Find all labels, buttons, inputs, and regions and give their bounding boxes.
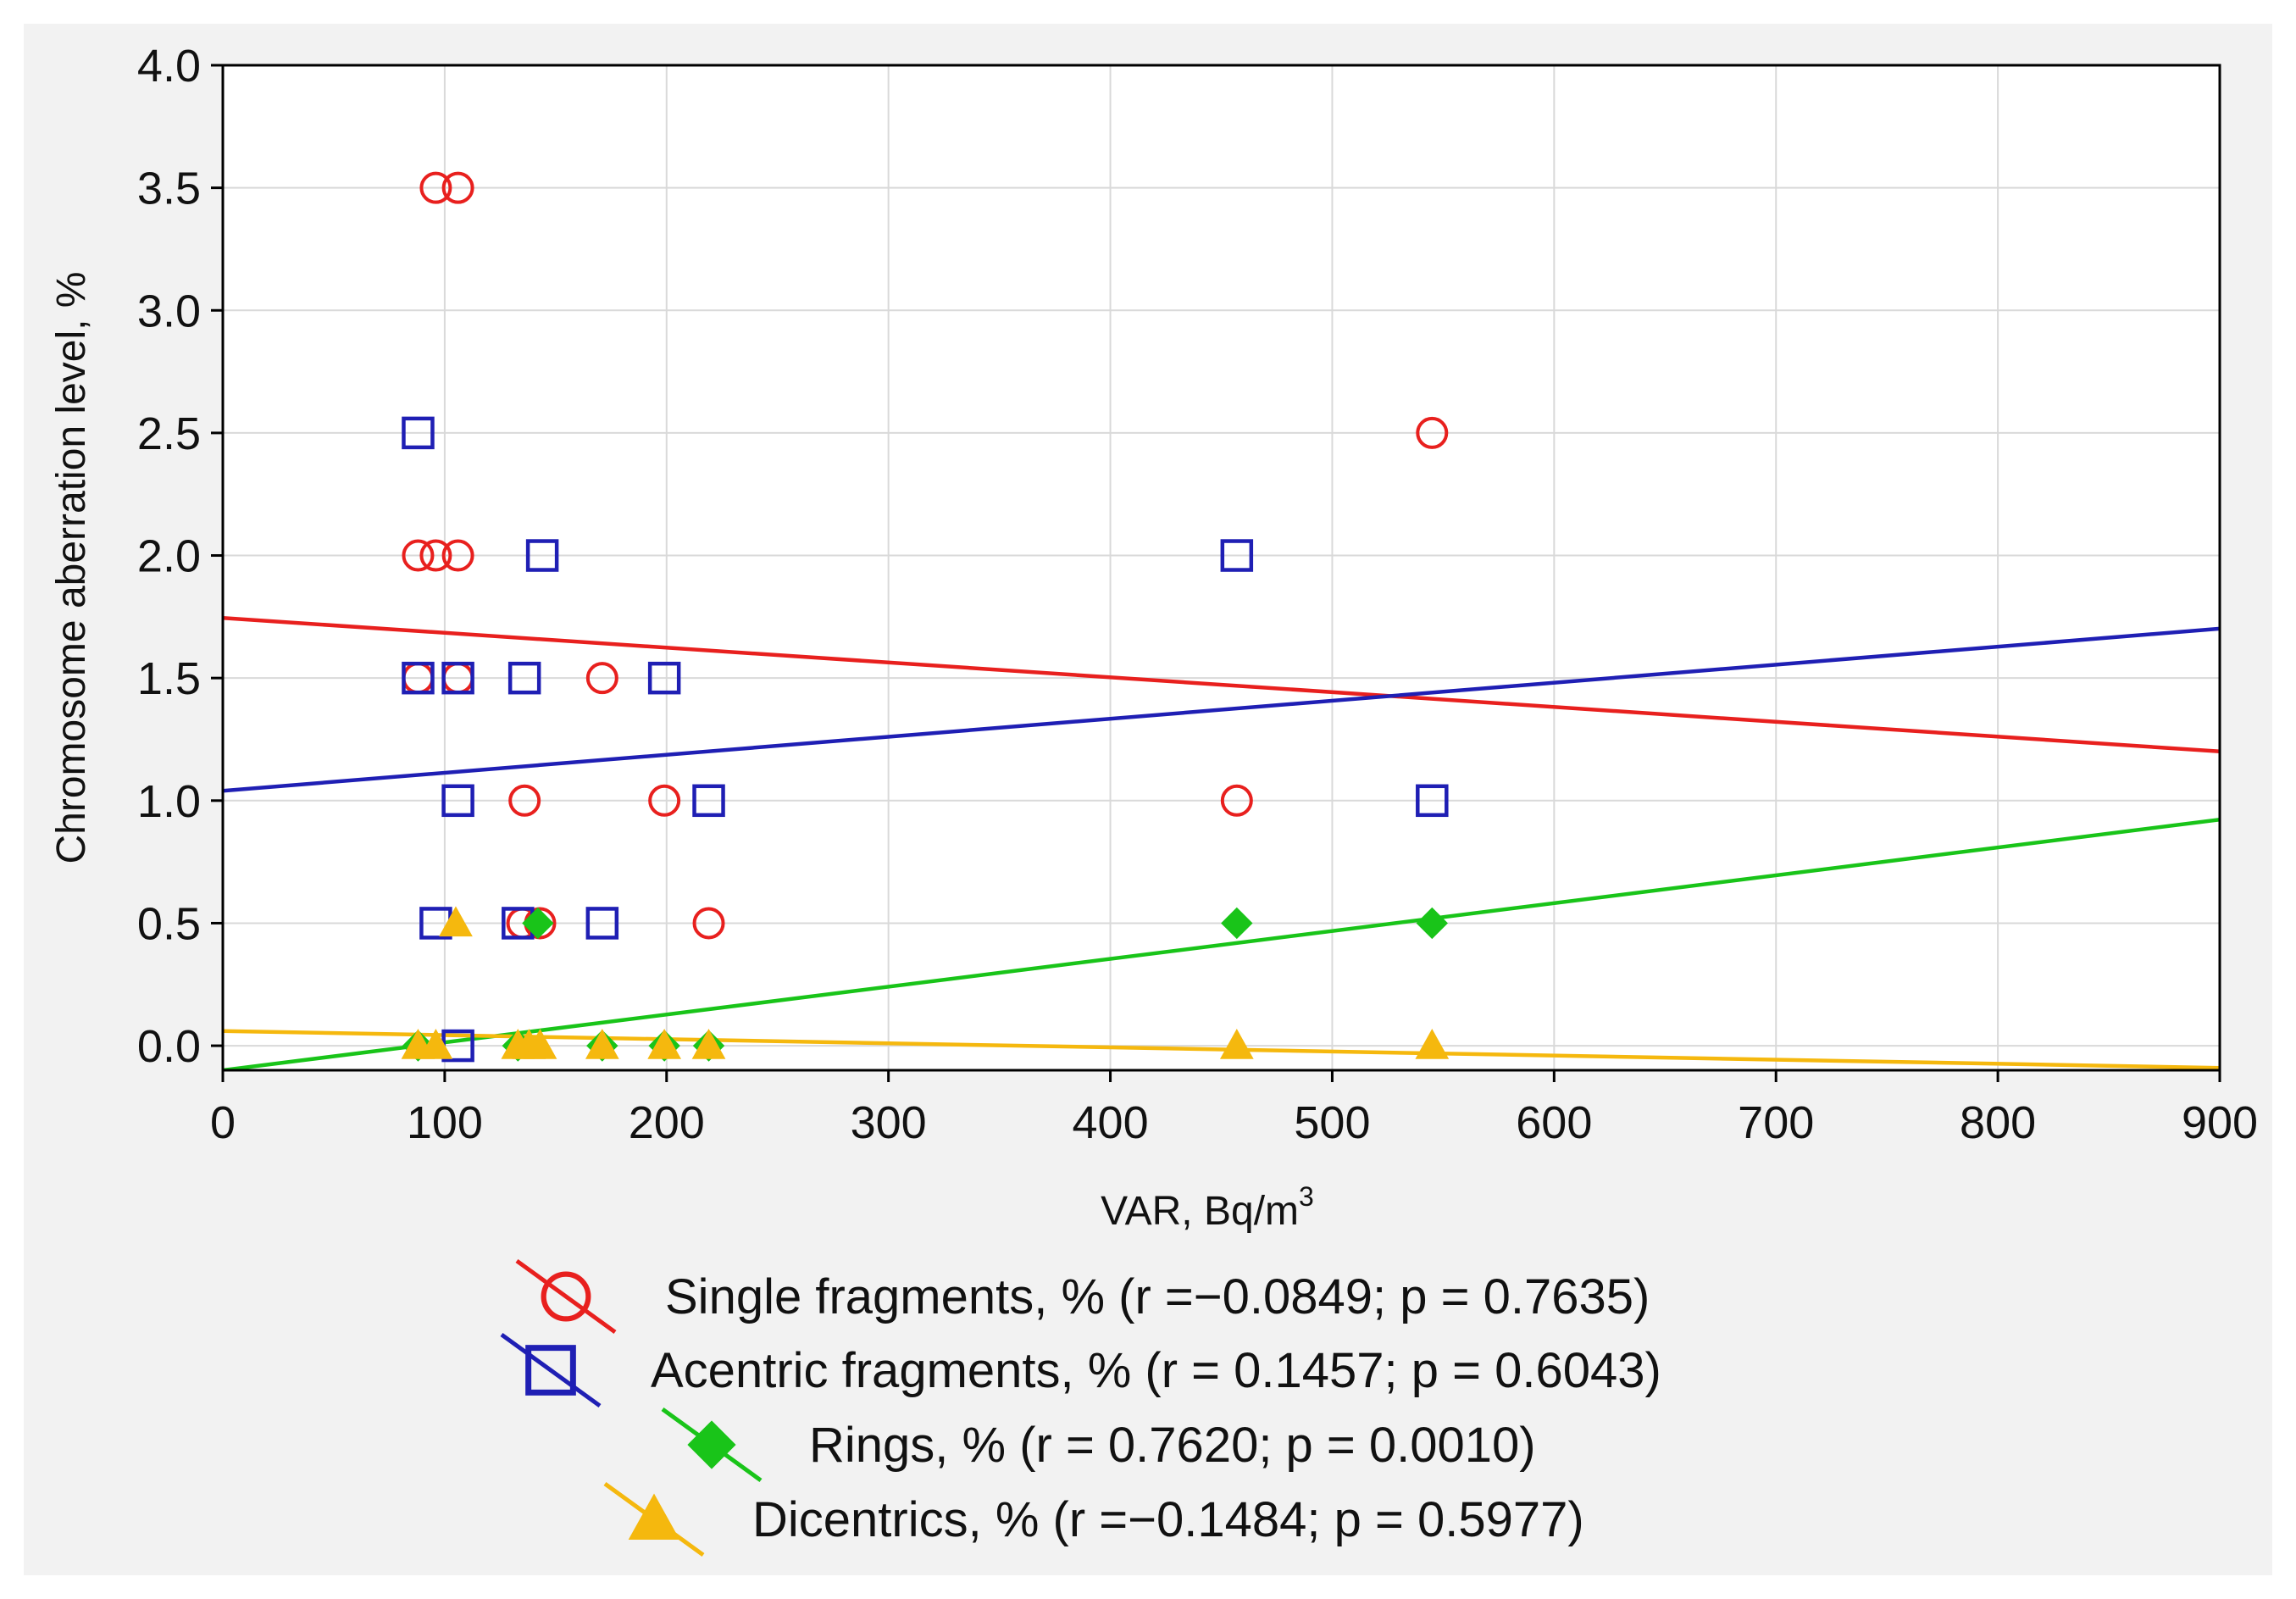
legend-item-acentric-fragments: Acentric fragments, % (r = 0.1457; p = 0… (500, 1332, 1661, 1408)
dicentrics-point (691, 1029, 726, 1059)
legend-marker-rings (687, 1420, 736, 1469)
single-fragments-point (1220, 784, 1253, 817)
rings-point (1221, 907, 1253, 940)
acentric-fragments-point (507, 661, 541, 695)
legend-label-dicentrics: Dicentrics, % (r =−0.1484; p = 0.5977) (752, 1492, 1584, 1547)
legend-item-single-fragments: Single fragments, % (r =−0.0849; p = 0.7… (515, 1258, 1650, 1335)
y-tick-label: 3.5 (137, 164, 201, 214)
rings-point (1416, 907, 1449, 940)
y-tick-label: 2.5 (137, 408, 201, 459)
dicentrics-point (523, 1029, 557, 1059)
dicentrics-point (585, 1029, 619, 1059)
y-tick-label: 2.0 (137, 531, 201, 582)
dicentrics-point (1415, 1029, 1450, 1059)
x-axis-label: VAR, Bq/m3 (1101, 1181, 1314, 1234)
plot-frame (221, 64, 2221, 1072)
legend-marker-single-fragments (541, 1271, 591, 1322)
legend-label-single-fragments: Single fragments, % (r =−0.0849; p = 0.7… (665, 1269, 1650, 1324)
single-fragments-point (441, 171, 474, 204)
single-fragments-point (648, 784, 681, 817)
acentric-fragments-point (402, 416, 435, 450)
rings-point (522, 907, 554, 940)
x-tick-label: 600 (1516, 1097, 1592, 1148)
acentric-fragments-point (402, 661, 435, 695)
legend-label-rings: Rings, % (r = 0.7620; p = 0.0010) (809, 1418, 1536, 1473)
x-tick-label: 800 (1960, 1097, 2036, 1148)
legend: Single fragments, % (r =−0.0849; p = 0.7… (500, 1258, 1661, 1557)
acentric-fragments-point (525, 539, 559, 572)
y-axis-label: Chromosome aberration level, % (49, 272, 94, 864)
x-tick-label: 700 (1738, 1097, 1814, 1148)
legend-label-acentric-fragments: Acentric fragments, % (r = 0.1457; p = 0… (651, 1343, 1661, 1398)
x-axis-label-superscript: 3 (1299, 1181, 1314, 1212)
single-fragments-point (419, 539, 452, 572)
dicentrics-point (647, 1029, 682, 1059)
single-fragments-point (585, 662, 618, 695)
dicentrics-point (419, 1029, 453, 1059)
dicentrics-point (1219, 1029, 1254, 1059)
acentric-fragments-point (585, 907, 619, 940)
x-tick-label: 900 (2182, 1097, 2258, 1148)
single-fragments-point (692, 907, 725, 940)
y-tick-label: 0.5 (137, 898, 201, 949)
y-tick-label: 0.0 (137, 1021, 201, 1072)
x-axis-ticks: 0 100 200 300 400 500 600 700 800 900 (210, 1070, 2258, 1148)
acentric-fragments-point (1416, 784, 1449, 818)
y-tick-label: 1.0 (137, 776, 201, 827)
y-tick-label: 4.0 (137, 41, 201, 92)
data-points (401, 171, 1450, 1063)
fit-lines (223, 616, 2220, 1070)
x-tick-label: 500 (1294, 1097, 1370, 1148)
y-axis-ticks: 0.0 0.5 1.0 1.5 2.0 2.5 3.0 3.5 4.0 (137, 41, 223, 1072)
single-fragments-point (402, 539, 435, 572)
legend-item-dicentrics: Dicentrics, % (r =−0.1484; p = 0.5977) (603, 1481, 1584, 1557)
x-tick-label: 400 (1073, 1097, 1149, 1148)
y-tick-label: 1.5 (137, 653, 201, 704)
x-tick-label: 100 (407, 1097, 483, 1148)
acentric-fragments-point (692, 784, 725, 818)
rings-fit-line (223, 818, 2220, 1070)
x-tick-label: 200 (629, 1097, 705, 1148)
single-fragments-fit-line (223, 616, 2220, 754)
acentric-fragments-point (441, 784, 474, 818)
legend-marker-acentric-fragments (525, 1345, 576, 1396)
y-tick-label: 3.0 (137, 286, 201, 336)
single-fragments-point (419, 171, 452, 204)
single-fragments-point (508, 784, 541, 817)
legend-line-single-fragments (515, 1258, 617, 1335)
acentric-fragments-point (647, 661, 681, 695)
x-tick-label: 300 (851, 1097, 927, 1148)
single-fragments-point (441, 539, 474, 572)
legend-marker-dicentrics (628, 1493, 680, 1541)
dicentrics-point (439, 906, 473, 937)
dicentrics-fit-line (223, 1029, 2220, 1070)
acentric-fragments-point (441, 661, 474, 695)
acentric-fragments-fit-line (223, 626, 2220, 793)
x-tick-label: 0 (210, 1097, 236, 1148)
acentric-fragments-point (1220, 539, 1254, 572)
legend-item-rings: Rings, % (r = 0.7620; p = 0.0010) (661, 1407, 1536, 1483)
legend-line-acentric-fragments (500, 1332, 602, 1408)
single-fragments-point (1416, 416, 1449, 449)
